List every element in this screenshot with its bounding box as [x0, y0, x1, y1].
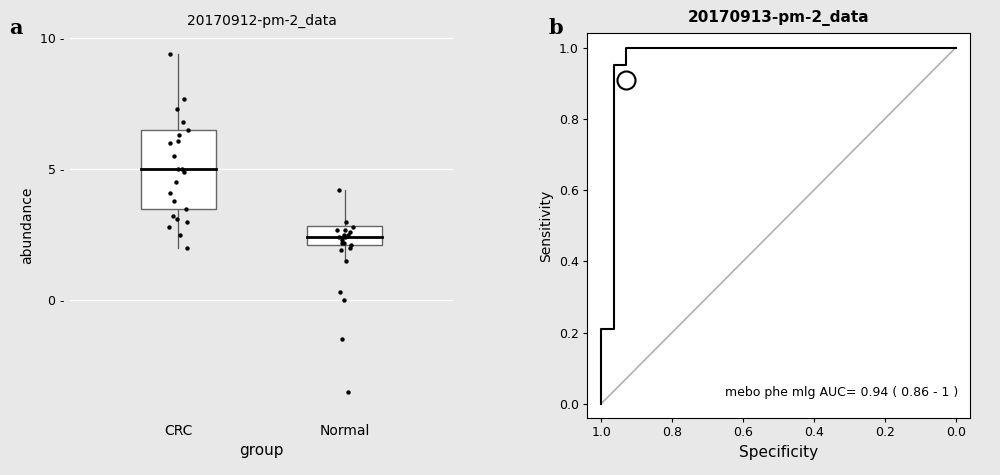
Title: 20170912-pm-2_data: 20170912-pm-2_data: [187, 14, 336, 28]
Point: [180, 126, 196, 134]
Point: [338, 218, 354, 226]
Point: [162, 139, 178, 147]
Point: [336, 296, 352, 304]
Point: [329, 226, 345, 233]
Point: [334, 239, 350, 247]
Point: [170, 166, 186, 173]
Bar: [141, 130, 216, 209]
Point: [165, 213, 181, 220]
Point: [331, 234, 347, 241]
Point: [176, 168, 192, 176]
Point: [345, 223, 361, 231]
Point: [179, 218, 195, 226]
Y-axis label: abundance: abundance: [21, 187, 35, 264]
Point: [175, 118, 191, 126]
Point: [342, 228, 358, 236]
Point: [340, 231, 356, 238]
Point: [169, 215, 185, 223]
Point: [170, 137, 186, 144]
Point: [174, 166, 190, 173]
Point: [336, 239, 352, 247]
Point: [337, 226, 353, 233]
Point: [166, 197, 182, 205]
Point: [343, 241, 359, 249]
Point: [332, 289, 348, 296]
Text: mebo phe mlg AUC= 0.94 ( 0.86 - 1 ): mebo phe mlg AUC= 0.94 ( 0.86 - 1 ): [725, 386, 959, 399]
Point: [333, 247, 349, 254]
Point: [336, 231, 352, 238]
Point: [334, 336, 350, 343]
X-axis label: Specificity: Specificity: [739, 445, 818, 460]
Point: [179, 244, 195, 252]
Text: b: b: [549, 18, 563, 38]
Title: 20170913-pm-2_data: 20170913-pm-2_data: [688, 10, 869, 26]
Point: [331, 187, 347, 194]
Text: a: a: [9, 18, 22, 38]
Point: [337, 234, 353, 241]
Point: [342, 244, 358, 252]
Point: [334, 236, 350, 244]
Point: [338, 257, 354, 265]
Bar: [307, 226, 382, 245]
X-axis label: group: group: [239, 443, 284, 458]
Point: [169, 105, 185, 113]
Point: [172, 231, 188, 238]
Point: [176, 95, 192, 103]
Point: [166, 152, 182, 160]
Point: [168, 179, 184, 186]
Point: [178, 205, 194, 212]
Point: [340, 388, 356, 396]
Point: [162, 189, 178, 197]
Point: [161, 223, 177, 231]
Point: [162, 50, 178, 58]
Y-axis label: Sensitivity: Sensitivity: [539, 190, 553, 262]
Point: [171, 132, 187, 139]
